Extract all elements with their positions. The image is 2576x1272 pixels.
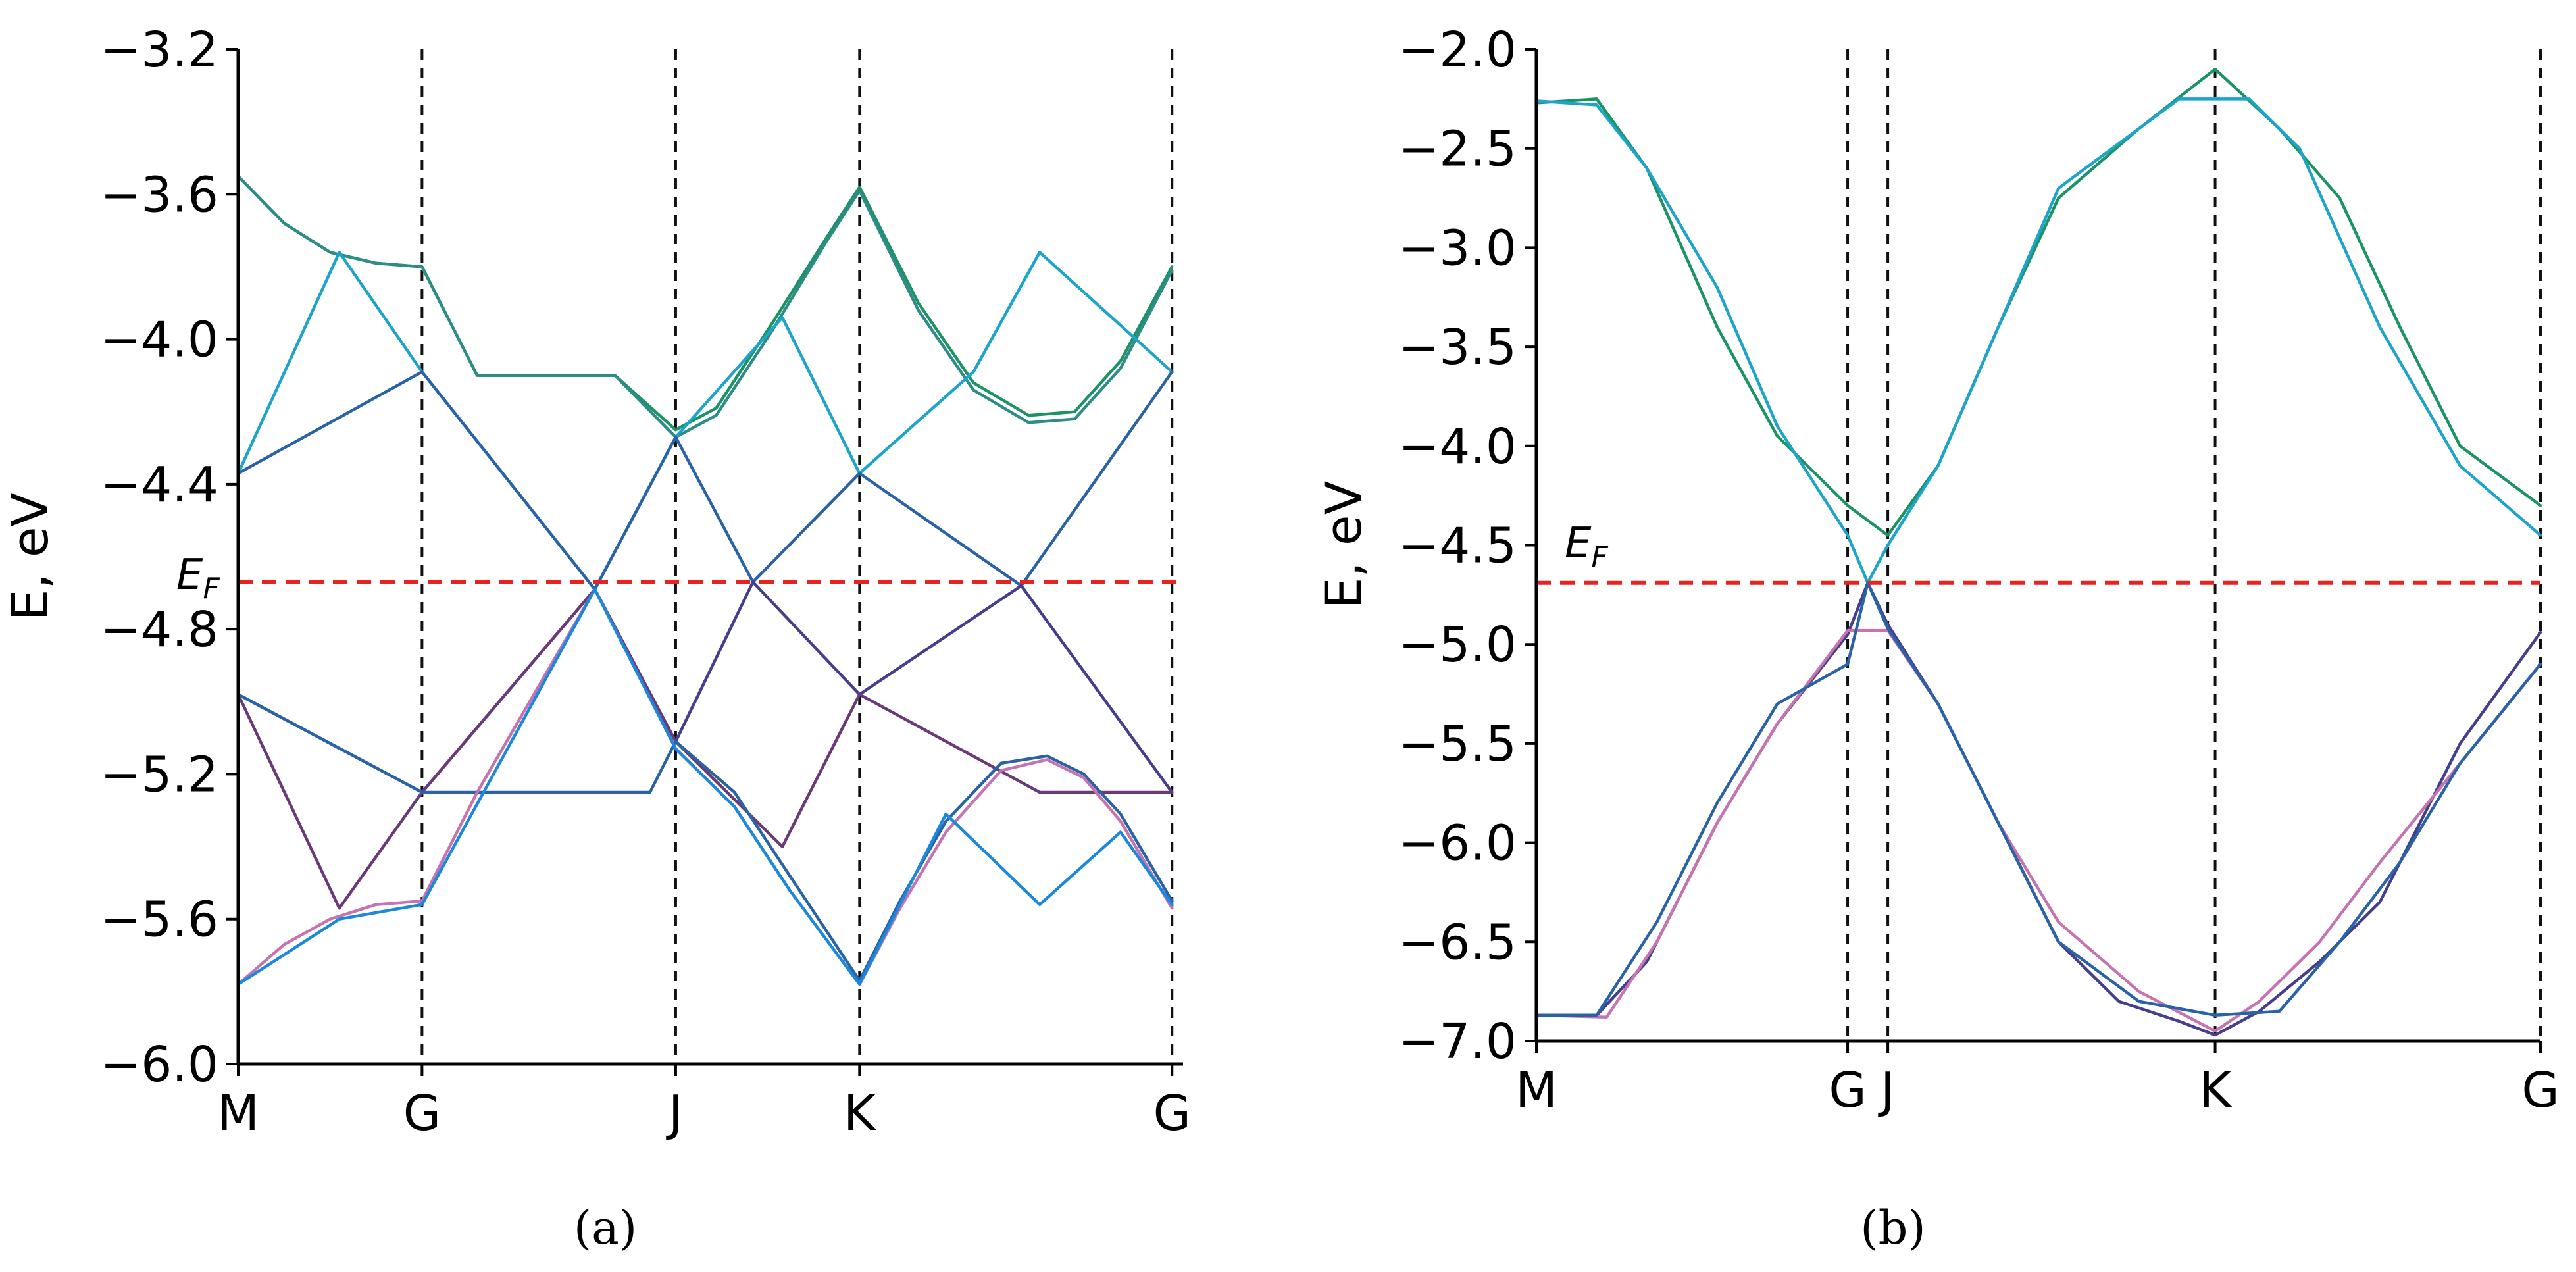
panel-a: EF −6.0 −5.6 −5.2 −4.8 −4.4 −4.0 −3.6 −3.2 M G J K… (1, 22, 1191, 1255)
b-x-tick-label-3: K (2199, 1062, 2233, 1119)
a-x-tick-label-3: K (844, 1085, 877, 1142)
b-y-tick-label-4: −5.0 (1398, 617, 1517, 673)
a-y-tick-label-5: −4.0 (100, 312, 218, 369)
b-band-lines (1534, 67, 2542, 1037)
a-y-axis-label: E, eV (1, 492, 59, 621)
a-y-tick-label-4: −4.4 (100, 457, 218, 513)
a-kpoint-lines (420, 49, 1174, 1064)
b-y-axis-label: E, eV (1314, 480, 1373, 609)
a-series-line-band-6 (236, 588, 1174, 910)
b-y-tick-label-2: −6.0 (1398, 815, 1517, 872)
a-y-tick-label-7: −3.2 (100, 22, 218, 78)
b-y-tick-label-5: −4.5 (1398, 518, 1517, 574)
a-x-tick-label-0: M (217, 1085, 259, 1142)
b-y-tick-label-1: −6.5 (1398, 914, 1517, 971)
b-fermi-label: EF (1565, 519, 1608, 574)
b-x-tick-label-2: J (1878, 1062, 1895, 1119)
a-x-tick-label-4: G (1153, 1085, 1191, 1142)
a-series-line-band-4 (236, 370, 1174, 591)
b-y-tick-label-8: −3.0 (1398, 220, 1517, 276)
a-x-tick-label-2: J (666, 1085, 683, 1142)
b-y-tick-label-10: −2.0 (1398, 22, 1517, 78)
b-y-tick-label-3: −5.5 (1398, 716, 1517, 773)
b-y-tick-label-9: −2.5 (1398, 121, 1517, 178)
b-y-ticks: −7.0 −6.5 −6.0 −5.5 −5.0 −4.5 −4.0 −3.5 −3.0 −2.5… (1398, 22, 1536, 1070)
a-y-tick-label-0: −6.0 (100, 1036, 218, 1093)
a-series-line-band-5 (236, 580, 1174, 794)
b-y-tick-label-7: −3.5 (1398, 319, 1517, 376)
b-kpoint-lines (1846, 49, 2542, 1041)
a-y-ticks: −6.0 −5.6 −5.2 −4.8 −4.4 −4.0 −3.6 −3.2 (100, 22, 238, 1093)
b-series-line-band-3 (1534, 581, 2542, 1037)
b-series-line-band-4 (1534, 628, 2542, 1033)
b-series-line-band-1 (1534, 67, 2542, 537)
b-series-line-band-5 (1534, 581, 2542, 1017)
b-x-tick-label-0: M (1515, 1062, 1557, 1119)
a-series-line-band-1 (236, 174, 1174, 432)
b-y-tick-label-6: −4.0 (1398, 419, 1517, 475)
b-x-tick-label-4: G (2521, 1062, 2559, 1119)
a-y-tick-label-6: −3.6 (100, 166, 218, 223)
a-series-line-band-3 (236, 251, 1174, 591)
b-y-tick-label-0: −7.0 (1398, 1013, 1517, 1070)
a-y-tick-label-3: −4.8 (100, 601, 218, 658)
panel-b: EF −7.0−6.5−6.0−5.5−5.0−4.5−4.0−3.5−3.0−… (1314, 22, 2560, 1255)
b-series-line-band-2 (1534, 97, 2542, 585)
a-x-tick-label-1: G (403, 1085, 441, 1142)
a-band-lines (236, 174, 1174, 986)
a-series-line-band-2 (236, 174, 1174, 439)
b-x-tick-label-1: G (1829, 1062, 1866, 1119)
a-caption: (a) (574, 1201, 637, 1255)
b-caption: (b) (1860, 1201, 1925, 1255)
a-series-line-band-7 (236, 693, 1174, 982)
a-fermi-label: EF (176, 551, 220, 605)
a-y-tick-label-2: −5.2 (100, 746, 218, 803)
a-y-tick-label-1: −5.6 (100, 892, 218, 948)
a-series-line-band-9 (236, 588, 1174, 986)
